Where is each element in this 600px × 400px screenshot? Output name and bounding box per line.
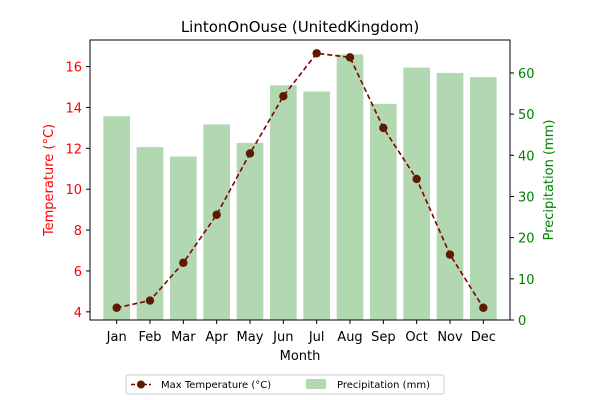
- right-tick-label: 60: [518, 67, 535, 82]
- right-tick-label: 50: [518, 108, 535, 123]
- precipitation-bar-nov: [436, 72, 464, 320]
- x-tick-label: Aug: [337, 330, 362, 345]
- precipitation-bar-oct: [403, 67, 430, 320]
- temperature-point-jan: [112, 303, 121, 312]
- temperature-point-may: [245, 149, 255, 158]
- x-tick-label: Jan: [106, 330, 127, 345]
- x-axis-label: Month: [280, 349, 321, 364]
- precipitation-bar-may: [236, 142, 264, 320]
- right-axis-label: Precipitation (mm): [542, 120, 557, 241]
- temperature-line: [116, 52, 485, 309]
- precipitation-bar-apr: [203, 124, 230, 320]
- legend-frame: [125, 374, 445, 395]
- left-axis-ticks: 4 6 8 10 12 14 16: [65, 61, 90, 321]
- temperature-point-sep: [379, 123, 388, 133]
- temperature-point-jun: [279, 92, 288, 101]
- right-tick-label: 30: [518, 190, 535, 205]
- temperature-line-series: [112, 49, 488, 312]
- legend-temperature-marker-icon: [137, 380, 145, 389]
- x-tick-label: Feb: [138, 330, 161, 345]
- right-tick-label: 20: [518, 232, 535, 247]
- left-tick-label: 8: [74, 224, 82, 239]
- temperature-point-feb: [145, 296, 155, 305]
- x-tick-label: Sep: [371, 330, 396, 345]
- temperature-point-apr: [212, 210, 221, 219]
- x-tick-label: Jun: [272, 330, 293, 345]
- legend-precipitation-swatch-icon: [306, 379, 326, 389]
- x-tick-label: Jul: [308, 330, 325, 345]
- legend: Max Temperature (°C) Precipitation (mm): [125, 374, 445, 395]
- right-axis-ticks: 0 10 20 30 40 50 60: [510, 67, 535, 329]
- x-tick-label: Mar: [171, 330, 196, 345]
- left-tick-label: 16: [65, 61, 82, 76]
- left-tick-label: 4: [74, 306, 82, 321]
- temperature-point-mar: [179, 258, 188, 267]
- precipitation-bar-feb: [136, 147, 164, 320]
- precipitation-bars: [103, 54, 497, 321]
- precipitation-bar-jun: [270, 85, 297, 320]
- x-tick-label: May: [237, 330, 264, 345]
- legend-precipitation-label: Precipitation (mm): [337, 380, 430, 391]
- right-tick-label: 40: [518, 149, 535, 164]
- x-tick-label: Dec: [471, 330, 496, 345]
- left-tick-label: 14: [65, 101, 82, 116]
- legend-temperature-label: Max Temperature (°C): [161, 380, 271, 391]
- temperature-point-jul: [312, 49, 321, 58]
- left-tick-label: 6: [74, 265, 82, 280]
- x-tick-label: Nov: [437, 330, 463, 345]
- precipitation-bar-dec: [470, 77, 497, 320]
- precipitation-bar-aug: [336, 54, 364, 320]
- temperature-point-dec: [479, 303, 488, 312]
- temperature-point-oct: [412, 174, 421, 184]
- left-tick-label: 10: [65, 183, 82, 198]
- precipitation-bar-mar: [170, 156, 197, 320]
- x-axis-ticks: Jan Feb Mar Apr May Jun Jul Aug Sep Oct Nov Dec: [106, 320, 496, 345]
- precipitation-bar-sep: [370, 103, 397, 320]
- temperature-point-nov: [445, 250, 455, 259]
- chart-title: LintonOnOuse (UnitedKingdom): [181, 18, 419, 36]
- temperature-point-aug: [345, 53, 355, 62]
- left-axis-label: Temperature (°C): [42, 124, 57, 237]
- plot-frame: [89, 39, 511, 321]
- right-tick-label: 0: [518, 314, 526, 329]
- right-tick-label: 10: [518, 273, 535, 288]
- x-tick-label: Oct: [405, 330, 427, 345]
- x-tick-label: Apr: [205, 330, 228, 345]
- left-tick-label: 12: [65, 142, 82, 157]
- precipitation-bar-jan: [103, 116, 130, 321]
- precipitation-bar-jul: [303, 91, 330, 320]
